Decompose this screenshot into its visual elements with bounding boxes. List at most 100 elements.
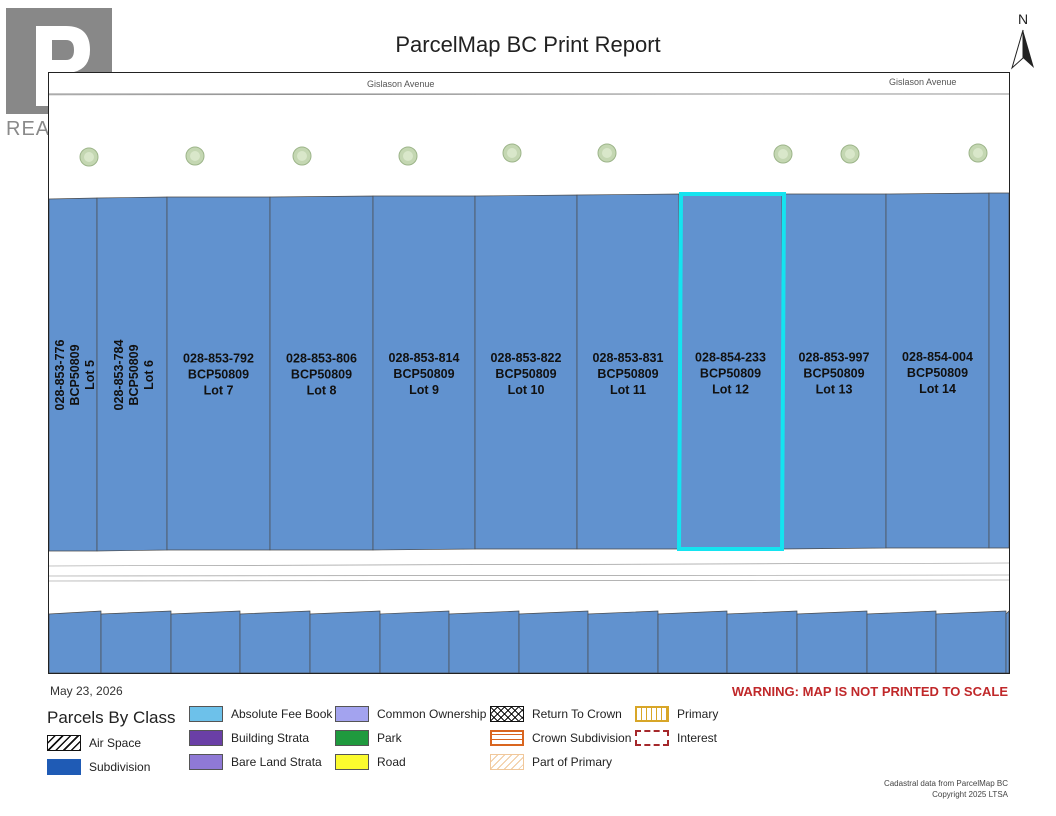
parcel-label-lot-6: 028-853-784 BCP50809 Lot 6 xyxy=(112,340,156,411)
north-arrow-icon: N xyxy=(1008,10,1038,72)
parcel-edge xyxy=(988,192,1009,549)
parcel-label-lot-10: 028-853-822 BCP50809 Lot 10 xyxy=(491,351,562,397)
parcel-label-line: 028-853-792 xyxy=(183,352,254,366)
legend-item-park: Park xyxy=(335,730,402,746)
parcel-label-line: Lot 10 xyxy=(508,383,545,397)
data-credit: Cadastral data from ParcelMap BC Copyrig… xyxy=(883,779,1008,799)
south-parcel xyxy=(309,610,381,673)
tree-icon xyxy=(185,146,205,166)
parcel-label-line: Lot 14 xyxy=(919,382,956,396)
parcel-label-line: BCP50809 xyxy=(188,368,249,382)
parcel-label-line: BCP50809 xyxy=(907,366,968,380)
south-parcel xyxy=(587,610,659,673)
interest-swatch xyxy=(635,730,669,746)
legend-item-air-space: Air Space xyxy=(47,735,141,751)
scale-warning: WARNING: MAP IS NOT PRINTED TO SCALE xyxy=(731,684,1008,699)
parcel-label-lot-7: 028-853-792 BCP50809 Lot 7 xyxy=(183,352,254,398)
parcel-label-line: Lot 8 xyxy=(307,383,337,397)
parcel-map[interactable]: Gislason Avenue Gislason Avenue 028-853-… xyxy=(48,72,1010,674)
subdivision-swatch xyxy=(47,759,81,775)
parcel-label-lot-13: 028-853-997 BCP50809 Lot 13 xyxy=(799,350,870,396)
crown-subdivision-swatch xyxy=(490,730,524,746)
parcel-label-line: 028-853-997 xyxy=(799,350,870,364)
legend-item-interest: Interest xyxy=(635,730,717,746)
south-parcel xyxy=(935,610,1007,673)
parcel-label-line: Lot 7 xyxy=(204,384,234,398)
south-parcel xyxy=(239,610,311,673)
parcel-label-line: Lot 9 xyxy=(409,383,439,397)
parcel-label-line: 028-854-004 xyxy=(902,350,973,364)
parcel-label-line: BCP50809 xyxy=(127,344,141,405)
street-label-gislason-2: Gislason Avenue xyxy=(889,77,956,87)
parcel-label-line: BCP50809 xyxy=(597,367,658,381)
south-parcel xyxy=(726,610,798,673)
north-label: N xyxy=(1018,11,1028,27)
air-space-swatch xyxy=(47,735,81,751)
tree-icon xyxy=(597,143,617,163)
part-of-primary-swatch xyxy=(490,754,524,770)
legend-item-road: Road xyxy=(335,754,406,770)
parcel-label-line: 028-853-822 xyxy=(491,351,562,365)
parcel-label-line: BCP50809 xyxy=(700,367,761,381)
south-parcel xyxy=(1005,610,1009,673)
road-swatch xyxy=(335,754,369,770)
south-parcel xyxy=(796,610,868,673)
tree-icon xyxy=(840,144,860,164)
parcel-label-line: 028-853-776 xyxy=(53,340,67,411)
parcel-label-line: 028-853-831 xyxy=(593,351,664,365)
south-parcel xyxy=(49,610,102,673)
common-ownership-swatch xyxy=(335,706,369,722)
legend-item-building-strata: Building Strata xyxy=(189,730,309,746)
parcel-label-lot-8: 028-853-806 BCP50809 Lot 8 xyxy=(286,351,357,397)
absolute-fee-book-swatch xyxy=(189,706,223,722)
parcel-label-line: BCP50809 xyxy=(291,367,352,381)
parcel-label-line: Lot 13 xyxy=(816,382,853,396)
parcel-label-lot-11: 028-853-831 BCP50809 Lot 11 xyxy=(593,351,664,397)
legend-item-crown-subdivision: Crown Subdivision xyxy=(490,730,631,746)
parcel-label-line: Lot 5 xyxy=(83,360,97,390)
parcel-label-line: BCP50809 xyxy=(68,344,82,405)
park-swatch xyxy=(335,730,369,746)
legend-item-absolute-fee-book: Absolute Fee Book xyxy=(189,706,332,722)
south-parcel xyxy=(448,610,520,673)
parcel-label-line: 028-853-784 xyxy=(112,340,126,411)
parcel-label-line: BCP50809 xyxy=(803,366,864,380)
parcel-label-line: BCP50809 xyxy=(495,367,556,381)
legend-title: Parcels By Class xyxy=(47,708,176,727)
parcel-label-line: Lot 11 xyxy=(610,383,646,397)
parcel-label-lot-5: 028-853-776 BCP50809 Lot 5 xyxy=(53,340,97,411)
highlighted-parcel-outline xyxy=(676,192,787,551)
building-strata-swatch xyxy=(189,730,223,746)
tree-icon xyxy=(292,146,312,166)
parcel-label-line: Lot 12 xyxy=(712,383,749,397)
south-parcel xyxy=(170,610,241,673)
parcel-label-line: 028-853-806 xyxy=(286,351,357,365)
parcel-label-lot-12: 028-854-233 BCP50809 Lot 12 xyxy=(695,351,766,397)
legend-item-return-to-crown: Return To Crown xyxy=(490,706,622,722)
legend-item-primary: Primary xyxy=(635,706,718,722)
bare-land-strata-swatch xyxy=(189,754,223,770)
parcel-label-lot-14: 028-854-004 BCP50809 Lot 14 xyxy=(902,350,973,396)
parcel-label-line: Lot 6 xyxy=(142,360,156,390)
parcel-label-line: 028-853-814 xyxy=(389,351,460,365)
legend-item-subdivision: Subdivision xyxy=(47,759,150,775)
page-title: ParcelMap BC Print Report xyxy=(395,32,661,57)
south-parcel xyxy=(518,610,589,673)
legend-item-bare-land-strata: Bare Land Strata xyxy=(189,754,322,770)
tree-icon xyxy=(79,147,99,167)
tree-icon xyxy=(398,146,418,166)
print-date: May 23, 2026 xyxy=(50,684,123,698)
south-parcel xyxy=(379,610,450,673)
parcel-label-line: BCP50809 xyxy=(393,367,454,381)
parcel-label-lot-9: 028-853-814 BCP50809 Lot 9 xyxy=(389,351,460,397)
legend-item-part-of-primary: Part of Primary xyxy=(490,754,612,770)
tree-icon xyxy=(773,144,793,164)
parcel-label-line: 028-854-233 xyxy=(695,351,766,365)
south-parcel xyxy=(866,610,937,673)
primary-swatch xyxy=(635,706,669,722)
south-parcel xyxy=(100,610,172,673)
return-to-crown-swatch xyxy=(490,706,524,722)
tree-icon xyxy=(968,143,988,163)
legend-item-common-ownership: Common Ownership xyxy=(335,706,486,722)
south-parcel xyxy=(657,610,728,673)
